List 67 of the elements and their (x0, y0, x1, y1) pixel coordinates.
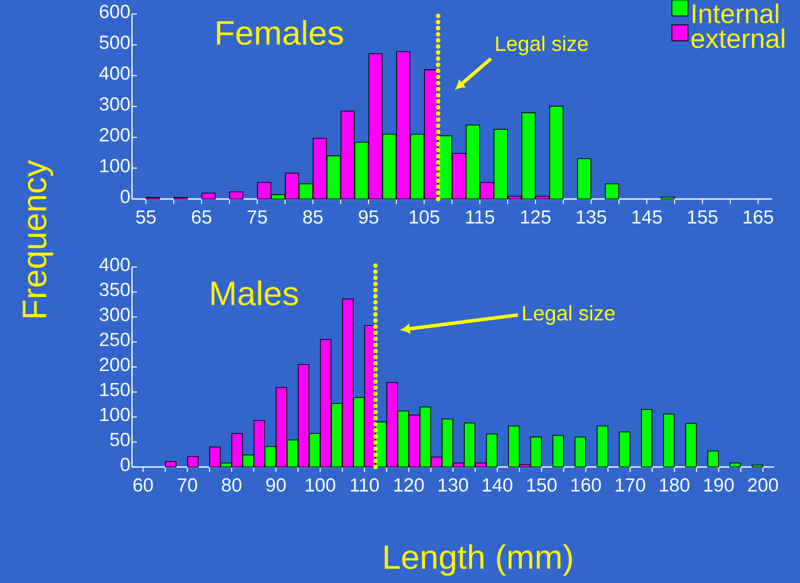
bar (663, 414, 675, 468)
x-tick-label: 170 (616, 478, 646, 492)
x-tick-label: 70 (178, 478, 198, 492)
y-tick-label: 200 (100, 358, 130, 372)
bar (685, 423, 697, 468)
y-tick-label: 500 (100, 36, 130, 50)
x-tick-label: 95 (358, 210, 378, 224)
x-tick-label: 165 (744, 210, 774, 224)
x-tick-label: 60 (133, 478, 153, 492)
bar (552, 435, 564, 468)
y-tick-label: 350 (100, 282, 130, 296)
x-tick-label: 75 (248, 210, 267, 224)
bar (165, 461, 176, 468)
x-tick-label: 135 (576, 210, 606, 224)
bar (229, 192, 244, 200)
bar (604, 183, 620, 200)
y-tick-label: 50 (110, 432, 130, 446)
y-tick-label: 250 (100, 332, 130, 346)
x-tick-label: 130 (438, 478, 468, 492)
x-tick-label: 140 (482, 478, 512, 492)
y-tick-label: 100 (100, 158, 130, 172)
legend-label: external (691, 28, 784, 48)
x-tick-label: 200 (748, 478, 778, 492)
bar (730, 462, 741, 468)
chart-title: Males (212, 280, 298, 306)
x-tick-label: 150 (527, 478, 557, 492)
x-axis-title: Length (mm) (384, 544, 572, 576)
bar (577, 158, 592, 200)
y-tick-label: 0 (120, 190, 130, 204)
y-tick-label: 0 (120, 458, 130, 472)
ref-line-label: Legal size (523, 305, 615, 325)
y-tick-label: 150 (100, 382, 130, 396)
x-tick-label: 55 (136, 210, 156, 224)
y-tick-label: 300 (100, 308, 130, 322)
y-tick-label: 600 (100, 4, 130, 18)
bar (618, 432, 630, 468)
bar (574, 436, 586, 468)
bar (187, 456, 199, 468)
x-tick-label: 80 (222, 478, 242, 492)
bar (752, 464, 764, 468)
bar (596, 426, 608, 468)
bar (707, 450, 719, 468)
x-tick-label: 180 (660, 478, 690, 492)
x-tick-label: 100 (306, 478, 336, 492)
x-tick-label: 160 (571, 478, 601, 492)
x-tick-label: 125 (521, 210, 550, 224)
bar (201, 192, 216, 200)
x-tick-label: 110 (350, 478, 379, 492)
y-tick-label: 400 (99, 66, 130, 80)
y-axis-title: Frequency (22, 160, 54, 318)
x-tick-label: 120 (394, 478, 424, 492)
y-tick-label: 200 (100, 128, 130, 142)
x-tick-label: 105 (410, 210, 440, 224)
bar (641, 409, 652, 468)
legend-label: Internal (692, 3, 778, 24)
y-tick-label: 100 (100, 408, 130, 422)
x-tick-label: 115 (466, 210, 494, 224)
chart-title: Females (217, 20, 343, 45)
y-tick-label: 400 (99, 258, 130, 272)
x-tick-label: 145 (632, 210, 662, 224)
x-tick-label: 190 (704, 478, 734, 492)
x-tick-label: 155 (688, 210, 718, 224)
x-tick-label: 90 (266, 478, 286, 492)
x-tick-label: 65 (192, 210, 212, 224)
y-tick-label: 300 (100, 97, 130, 111)
ref-line-label: Legal size (496, 36, 588, 56)
x-tick-label: 85 (303, 210, 323, 224)
